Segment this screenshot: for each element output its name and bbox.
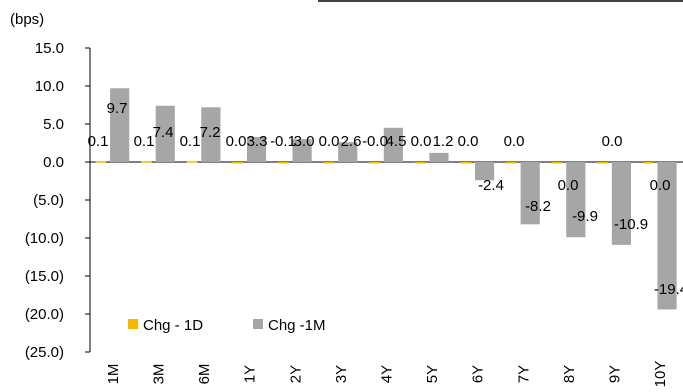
data-label-chg-1d: 0.0 — [558, 177, 579, 194]
bar-chg-1d — [232, 162, 243, 164]
y-unit-label: (bps) — [10, 11, 44, 28]
bar-chg-1m — [110, 88, 130, 162]
bar-chg-1m — [201, 107, 221, 162]
bar-chg-1d — [141, 161, 152, 163]
data-label-chg-1m: -19.4 — [654, 281, 683, 298]
x-tick-label: 3M — [150, 364, 167, 385]
y-tick-label: (10.0) — [25, 230, 64, 247]
data-label-chg-1m: -2.4 — [478, 177, 504, 194]
bar-chg-1d — [506, 162, 517, 164]
y-tick-label: (5.0) — [33, 192, 64, 209]
data-label-chg-1m: -9.9 — [572, 208, 598, 225]
data-label-chg-1d: 0.0 — [650, 177, 671, 194]
x-tick-label: 1M — [105, 364, 122, 385]
bar-chg-1d — [186, 161, 198, 163]
data-label-chg-1d: 0.0 — [319, 133, 340, 150]
data-label-chg-1d: -0.1 — [270, 133, 296, 150]
data-label-chg-1m: 1.2 — [433, 133, 454, 150]
legend-swatch-chg-1d — [128, 319, 138, 329]
data-label-chg-1m: 9.7 — [107, 100, 128, 117]
legend: Chg - 1D Chg -1M — [128, 317, 326, 334]
data-label-chg-1d: -0.0 — [362, 133, 388, 150]
bar-chg-1m — [246, 136, 267, 162]
data-label-chg-1d: 0.1 — [88, 133, 109, 150]
data-label-chg-1d: 0.0 — [226, 133, 247, 150]
data-label-chg-1m: 7.2 — [200, 124, 221, 141]
y-tick-label: 0.0 — [43, 154, 64, 171]
x-tick-label: 6Y — [470, 365, 487, 383]
y-tick-label: 10.0 — [35, 78, 64, 95]
bar-chg-1m — [338, 142, 358, 162]
bar-chg-1d — [414, 162, 426, 164]
data-label-chg-1m: 7.4 — [153, 124, 174, 141]
bar-chg-1d — [277, 162, 289, 164]
x-tick-label: 7Y — [515, 365, 532, 383]
data-label-chg-1m: 4.5 — [386, 133, 407, 150]
y-tick-label: (15.0) — [25, 268, 64, 285]
axes-group: (bps) 15.0 10.0 5.0 0.0 (5.0) (10.0) (15.0) (20.… — [10, 0, 683, 388]
y-tick-label: (25.0) — [25, 344, 64, 361]
data-label-chg-1m: -8.2 — [525, 198, 551, 215]
legend-label-chg-1d: Chg - 1D — [143, 317, 203, 334]
bar-chg-1d — [642, 162, 654, 164]
bar-chg-1m — [657, 162, 677, 310]
x-tick-label: 2Y — [287, 365, 304, 383]
x-tick-label: 1Y — [242, 365, 259, 383]
bar-chg-1m — [429, 152, 449, 162]
x-tick-label: 10Y — [652, 361, 669, 388]
bar-chg-1m — [520, 162, 540, 225]
data-label-chg-1m: 3.3 — [247, 133, 268, 150]
bar-chg-1m — [155, 105, 175, 162]
bar-chg-1d — [95, 161, 107, 163]
bar-chg-1d — [551, 162, 563, 164]
x-tick-label: 5Y — [424, 365, 441, 383]
x-tick-label: 3Y — [333, 365, 350, 383]
data-label-chg-1m: -10.9 — [614, 216, 648, 233]
data-label-chg-1d: 0.1 — [134, 133, 155, 150]
y-tick-label: 5.0 — [43, 116, 64, 133]
data-labels-group: 0.1 0.1 0.1 0.0 -0.1 0.0 -0.0 0.0 0.0 0.0 0.0 0.0 0.… — [88, 100, 683, 298]
data-label-chg-1m: 3.0 — [294, 133, 315, 150]
x-tick-label: 4Y — [379, 365, 396, 383]
bar-chg-1m — [474, 162, 495, 181]
x-tick-label: 6M — [196, 364, 213, 385]
bar-chg-1d — [323, 162, 335, 164]
bar-chg-1m — [566, 162, 586, 238]
data-label-chg-1d: 0.1 — [180, 133, 201, 150]
data-label-chg-1d: 0.0 — [504, 133, 525, 150]
legend-label-chg-1m: Chg -1M — [268, 317, 326, 334]
bar-chg-1d — [369, 162, 380, 164]
data-label-chg-1d: 0.0 — [458, 133, 479, 150]
bar-chg-1m — [383, 127, 403, 162]
data-label-chg-1d: 0.0 — [411, 133, 432, 150]
x-tick-label: 8Y — [561, 365, 578, 383]
bars-group — [95, 88, 677, 310]
bar-chg-1m — [611, 162, 631, 245]
data-label-chg-1d: 0.0 — [602, 133, 623, 150]
y-tick-label: 15.0 — [35, 40, 64, 57]
bar-chg-1d — [597, 162, 608, 164]
legend-swatch-chg-1m — [253, 319, 263, 329]
bar-chg-1d — [460, 162, 471, 164]
bar-chg-1m — [292, 139, 312, 162]
data-label-chg-1m: 2.6 — [341, 133, 362, 150]
x-tick-label: 9Y — [607, 365, 624, 383]
y-tick-label: (20.0) — [25, 306, 64, 323]
